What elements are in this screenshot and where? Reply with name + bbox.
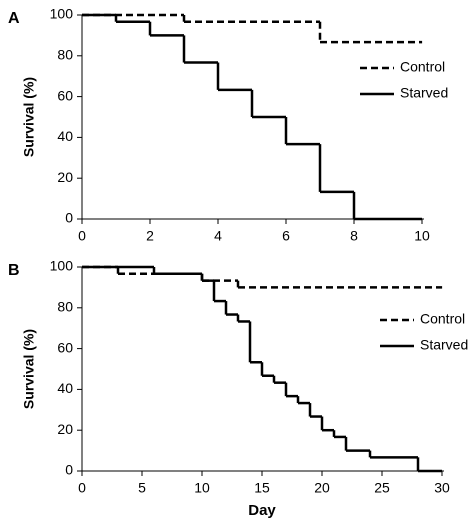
x-tick-label: 30 [434, 480, 450, 496]
y-tick-label: 0 [65, 210, 73, 226]
y-tick-label: 80 [57, 47, 73, 63]
y-tick-label: 20 [57, 169, 73, 185]
y-tick-label: 20 [57, 421, 73, 437]
legend-label: Starved [400, 85, 448, 101]
x-tick-label: 20 [314, 480, 330, 496]
y-tick-label: 60 [57, 339, 73, 355]
y-tick-label: 100 [50, 258, 74, 274]
panel-label: A [8, 10, 20, 27]
x-tick-label: 10 [414, 228, 430, 244]
y-tick-label: 100 [50, 6, 74, 22]
x-tick-label: 0 [78, 228, 86, 244]
x-axis-label: Day [248, 502, 276, 519]
x-tick-label: 4 [214, 228, 222, 244]
x-tick-label: 8 [350, 228, 358, 244]
y-tick-label: 0 [65, 462, 73, 478]
y-tick-label: 40 [57, 380, 73, 396]
y-tick-label: 40 [57, 128, 73, 144]
x-tick-label: 5 [138, 480, 146, 496]
legend-label: Starved [420, 337, 468, 353]
legend-label: Control [420, 311, 465, 327]
y-axis-label: Survival (%) [21, 77, 37, 157]
panel-label: B [8, 262, 20, 279]
x-tick-label: 15 [254, 480, 270, 496]
x-tick-label: 10 [194, 480, 210, 496]
y-axis-label: Survival (%) [21, 329, 37, 409]
y-tick-label: 60 [57, 87, 73, 103]
x-tick-label: 25 [374, 480, 390, 496]
x-tick-label: 0 [78, 480, 86, 496]
x-tick-label: 2 [146, 228, 154, 244]
y-tick-label: 80 [57, 299, 73, 315]
x-tick-label: 6 [282, 228, 290, 244]
legend-label: Control [400, 59, 445, 75]
